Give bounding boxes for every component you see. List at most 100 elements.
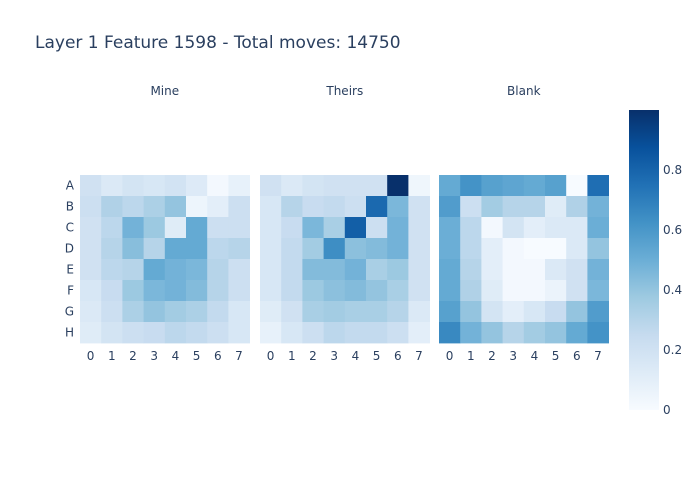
heatmap-cell-blank-G1 — [460, 301, 482, 323]
heatmap-cell-mine-B5 — [186, 196, 208, 218]
heatmap-cell-blank-B0 — [439, 196, 461, 218]
heatmap-cell-blank-E6 — [566, 259, 588, 281]
heatmap-cell-theirs-B7 — [408, 196, 430, 218]
heatmap-cell-mine-E7 — [228, 259, 250, 281]
heatmap-cell-blank-F6 — [566, 280, 588, 302]
x-tick-label: 6 — [394, 349, 402, 363]
heatmap-cell-theirs-H6 — [387, 322, 409, 344]
heatmap-cell-theirs-G2 — [302, 301, 324, 323]
heatmap-cell-blank-D1 — [460, 238, 482, 260]
heatmap-cell-blank-A3 — [502, 175, 525, 197]
heatmap-cell-mine-C2 — [122, 217, 144, 239]
heatmap-cell-theirs-F2 — [302, 280, 324, 302]
heatmap-cell-blank-F0 — [439, 280, 461, 302]
colorbar-tick-label: 0.4 — [663, 283, 682, 297]
heatmap-cell-blank-C1 — [460, 217, 482, 239]
heatmap-cell-theirs-G0 — [260, 301, 282, 323]
x-tick-label: 3 — [150, 349, 158, 363]
heatmap-cell-theirs-C3 — [323, 217, 346, 239]
heatmap-cell-blank-F5 — [545, 280, 567, 302]
heatmap-cell-theirs-G7 — [408, 301, 430, 323]
heatmap-cell-theirs-E1 — [281, 259, 303, 281]
heatmap-cell-mine-C3 — [143, 217, 166, 239]
heatmap-cell-blank-H5 — [545, 322, 567, 344]
heatmap-cell-blank-C6 — [566, 217, 588, 239]
colorbar — [629, 110, 659, 410]
heatmap-cell-mine-G1 — [101, 301, 123, 323]
y-tick-label: E — [66, 263, 74, 277]
heatmap-cell-mine-G6 — [207, 301, 229, 323]
heatmap-cell-mine-H2 — [122, 322, 144, 344]
x-tick-label: 1 — [467, 349, 475, 363]
x-tick-label: 4 — [352, 349, 360, 363]
heatmap-cell-blank-A0 — [439, 175, 461, 197]
heatmap-cell-mine-A5 — [186, 175, 208, 197]
heatmap-cell-mine-B2 — [122, 196, 144, 218]
heatmap-cell-theirs-H4 — [344, 322, 367, 344]
heatmap-cell-mine-B6 — [207, 196, 229, 218]
heatmap-cell-blank-B4 — [523, 196, 546, 218]
subplot-title-mine: Mine — [150, 84, 179, 98]
heatmap-cell-blank-H1 — [460, 322, 482, 344]
heatmap-cell-mine-F6 — [207, 280, 229, 302]
heatmap-cell-theirs-C5 — [366, 217, 388, 239]
heatmap-cell-theirs-B3 — [323, 196, 346, 218]
heatmap-cell-theirs-C6 — [387, 217, 409, 239]
x-tick-label: 2 — [309, 349, 317, 363]
heatmap-cell-mine-H7 — [228, 322, 250, 344]
heatmap-cell-theirs-A4 — [344, 175, 367, 197]
heatmap-cell-blank-E5 — [545, 259, 567, 281]
heatmap-cell-mine-C6 — [207, 217, 229, 239]
heatmap-cell-blank-H7 — [587, 322, 609, 344]
heatmap-cell-mine-E0 — [80, 259, 102, 281]
heatmap-cell-theirs-C0 — [260, 217, 282, 239]
x-tick-label: 0 — [446, 349, 454, 363]
heatmap-cell-mine-A7 — [228, 175, 250, 197]
heatmap-cell-blank-A4 — [523, 175, 546, 197]
heatmap-cell-theirs-H2 — [302, 322, 324, 344]
heatmap-cell-blank-A7 — [587, 175, 609, 197]
heatmap-cell-blank-F3 — [502, 280, 525, 302]
heatmap-cell-theirs-B6 — [387, 196, 409, 218]
heatmap-cell-mine-D2 — [122, 238, 144, 260]
y-tick-label: F — [67, 284, 74, 298]
heatmap-cell-blank-G3 — [502, 301, 525, 323]
heatmap-cell-blank-H0 — [439, 322, 461, 344]
heatmap-cell-mine-H5 — [186, 322, 208, 344]
heatmap-cell-blank-C5 — [545, 217, 567, 239]
heatmap-cell-blank-C7 — [587, 217, 609, 239]
heatmap-cell-mine-B4 — [164, 196, 187, 218]
heatmap-cell-mine-C7 — [228, 217, 250, 239]
heatmap-cell-theirs-E3 — [323, 259, 346, 281]
heatmap-cell-theirs-D2 — [302, 238, 324, 260]
heatmap-cell-theirs-C2 — [302, 217, 324, 239]
heatmap-cell-blank-B2 — [481, 196, 503, 218]
heatmap-cell-mine-C0 — [80, 217, 102, 239]
x-tick-label: 7 — [415, 349, 423, 363]
heatmap-cell-mine-H6 — [207, 322, 229, 344]
heatmap-cell-theirs-B1 — [281, 196, 303, 218]
heatmap-cell-blank-F7 — [587, 280, 609, 302]
heatmap-cell-theirs-D4 — [344, 238, 367, 260]
heatmap-cell-theirs-B5 — [366, 196, 388, 218]
heatmap-cell-theirs-C1 — [281, 217, 303, 239]
x-tick-label: 4 — [531, 349, 539, 363]
heatmap-cell-theirs-E2 — [302, 259, 324, 281]
heatmap-cell-theirs-E4 — [344, 259, 367, 281]
heatmap-cell-blank-E1 — [460, 259, 482, 281]
heatmap-cell-blank-B3 — [502, 196, 525, 218]
heatmap-cell-mine-F5 — [186, 280, 208, 302]
heatmap-cell-mine-A2 — [122, 175, 144, 197]
heatmap-cell-theirs-C7 — [408, 217, 430, 239]
heatmap-cell-mine-B1 — [101, 196, 123, 218]
heatmap-cell-blank-H3 — [502, 322, 525, 344]
heatmap-cell-blank-G2 — [481, 301, 503, 323]
heatmap-cell-blank-D2 — [481, 238, 503, 260]
heatmap-cell-mine-A3 — [143, 175, 166, 197]
x-tick-label: 1 — [288, 349, 296, 363]
y-tick-label: G — [65, 305, 74, 319]
heatmap-cell-mine-F0 — [80, 280, 102, 302]
x-tick-label: 1 — [108, 349, 116, 363]
heatmap-cell-mine-A1 — [101, 175, 123, 197]
